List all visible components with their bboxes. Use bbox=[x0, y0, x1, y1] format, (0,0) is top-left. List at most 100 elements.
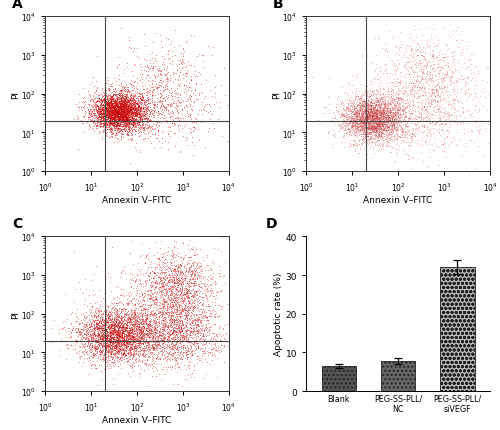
Point bbox=[368, 97, 376, 104]
Point bbox=[134, 120, 141, 126]
Point bbox=[127, 126, 135, 132]
Point bbox=[187, 33, 195, 40]
Point bbox=[338, 139, 346, 146]
Point bbox=[104, 349, 112, 356]
Point bbox=[388, 117, 396, 123]
Point bbox=[362, 107, 370, 114]
Point bbox=[176, 69, 184, 76]
Point bbox=[119, 104, 127, 111]
Point bbox=[96, 103, 104, 110]
Point bbox=[135, 281, 143, 288]
Point bbox=[126, 319, 134, 326]
Point bbox=[184, 355, 192, 362]
Point bbox=[364, 114, 372, 121]
Point bbox=[146, 333, 154, 340]
Point bbox=[458, 29, 466, 36]
Point bbox=[169, 274, 177, 281]
Point bbox=[128, 116, 136, 123]
Point bbox=[382, 123, 390, 130]
Point bbox=[101, 343, 109, 350]
Point bbox=[168, 312, 176, 319]
Point bbox=[100, 99, 108, 106]
Point bbox=[116, 96, 124, 103]
Point bbox=[138, 93, 146, 100]
Point bbox=[132, 323, 140, 330]
Point bbox=[145, 322, 153, 329]
Point bbox=[394, 94, 402, 101]
Point bbox=[168, 319, 176, 326]
Point bbox=[130, 126, 138, 133]
Point bbox=[140, 116, 148, 123]
Point bbox=[156, 326, 164, 333]
Point bbox=[357, 120, 365, 127]
Point bbox=[415, 109, 423, 116]
Point bbox=[156, 347, 164, 354]
Point bbox=[360, 119, 368, 126]
Point bbox=[118, 291, 126, 298]
Point bbox=[126, 99, 134, 106]
Point bbox=[351, 117, 359, 124]
Point bbox=[362, 106, 370, 113]
Point bbox=[356, 120, 364, 127]
Point bbox=[198, 268, 206, 275]
Point bbox=[114, 327, 122, 334]
Point bbox=[152, 342, 160, 349]
Point bbox=[377, 129, 385, 136]
Point bbox=[380, 124, 388, 131]
Point bbox=[423, 114, 431, 121]
Point bbox=[368, 114, 376, 121]
Point bbox=[122, 343, 130, 350]
Point bbox=[381, 129, 389, 136]
Point bbox=[370, 118, 378, 125]
Point bbox=[382, 102, 390, 109]
Point bbox=[114, 111, 122, 118]
Point bbox=[152, 131, 160, 138]
Point bbox=[102, 327, 110, 334]
Point bbox=[83, 119, 91, 126]
Point bbox=[117, 99, 125, 106]
Point bbox=[384, 120, 392, 127]
Point bbox=[118, 102, 126, 109]
Point bbox=[170, 271, 178, 278]
Point bbox=[116, 104, 124, 111]
Point bbox=[100, 106, 108, 113]
Point bbox=[364, 123, 372, 129]
Point bbox=[126, 104, 134, 111]
Point bbox=[102, 328, 110, 335]
Point bbox=[395, 122, 403, 129]
Point bbox=[114, 93, 122, 100]
Point bbox=[112, 122, 120, 129]
Point bbox=[112, 333, 120, 340]
Point bbox=[158, 335, 166, 342]
Point bbox=[116, 338, 124, 345]
Point bbox=[122, 99, 130, 106]
Point bbox=[105, 100, 113, 107]
Point bbox=[368, 116, 376, 123]
Point bbox=[180, 49, 188, 55]
Point bbox=[384, 117, 392, 124]
Point bbox=[133, 329, 141, 336]
Point bbox=[190, 72, 198, 79]
Point bbox=[126, 109, 134, 116]
Point bbox=[110, 321, 118, 328]
Point bbox=[360, 107, 368, 114]
Point bbox=[138, 338, 146, 345]
Point bbox=[392, 110, 400, 117]
Point bbox=[386, 94, 394, 101]
Point bbox=[418, 88, 426, 95]
Point bbox=[378, 129, 386, 136]
Point bbox=[119, 329, 127, 336]
Point bbox=[120, 106, 128, 113]
Point bbox=[148, 345, 156, 352]
Point bbox=[390, 110, 398, 117]
Point bbox=[368, 97, 376, 104]
Point bbox=[142, 252, 150, 258]
Point bbox=[188, 340, 196, 347]
Point bbox=[108, 116, 116, 123]
Point bbox=[108, 100, 116, 107]
Point bbox=[156, 308, 164, 315]
Point bbox=[122, 117, 130, 124]
Point bbox=[370, 105, 378, 112]
Point bbox=[186, 89, 194, 96]
Point bbox=[131, 78, 139, 85]
